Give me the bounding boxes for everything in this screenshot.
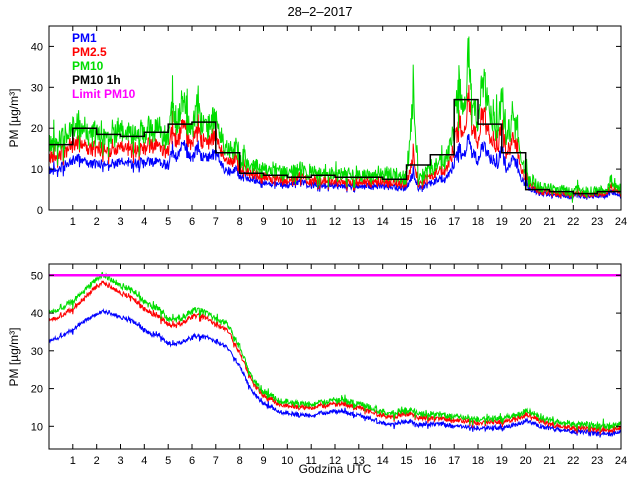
x-tick-label: 7 bbox=[213, 455, 219, 467]
x-tick-label: 7 bbox=[213, 216, 219, 228]
x-tick-label: 19 bbox=[496, 455, 508, 467]
x-tick-label: 17 bbox=[448, 216, 460, 228]
x-tick-label: 1 bbox=[70, 455, 76, 467]
x-tick-label: 24 bbox=[615, 216, 627, 228]
series-PM10 1h bbox=[49, 98, 621, 195]
x-tick-label: 4 bbox=[141, 216, 147, 228]
y-tick-label: 0 bbox=[37, 205, 43, 217]
x-tick-label: 2 bbox=[94, 455, 100, 467]
y-tick-label: 10 bbox=[31, 164, 43, 176]
x-tick-label: 22 bbox=[567, 216, 579, 228]
x-tick-label: 18 bbox=[472, 455, 484, 467]
x-tick-label: 13 bbox=[353, 455, 365, 467]
series-PM10 bbox=[48, 271, 622, 432]
y-tick-label: 40 bbox=[31, 308, 43, 320]
x-tick-label: 10 bbox=[281, 455, 293, 467]
x-tick-label: 20 bbox=[520, 216, 532, 228]
legend-item-limit: Limit PM10 bbox=[72, 87, 136, 101]
x-tick-label: 15 bbox=[400, 455, 412, 467]
x-tick-label: 5 bbox=[165, 455, 171, 467]
chart-title: 28–2–2017 bbox=[287, 4, 353, 19]
x-tick-label: 15 bbox=[400, 216, 412, 228]
x-tick-label: 8 bbox=[237, 455, 243, 467]
x-tick-label: 3 bbox=[117, 216, 123, 228]
legend-item-pm10: PM10 bbox=[72, 59, 104, 73]
x-tick-label: 18 bbox=[472, 216, 484, 228]
x-tick-label: 12 bbox=[329, 216, 341, 228]
chart-legend: PM1 PM2.5 PM10 PM10 1h Limit PM10 bbox=[72, 31, 135, 101]
x-tick-label: 10 bbox=[281, 216, 293, 228]
y-tick-label: 10 bbox=[31, 421, 43, 433]
y-tick-label: 20 bbox=[31, 123, 43, 135]
x-tick-label: 13 bbox=[353, 216, 365, 228]
x-tick-label: 6 bbox=[189, 455, 195, 467]
y-axis-label-bottom: PM [µg/m³] bbox=[7, 327, 21, 387]
x-tick-label: 11 bbox=[305, 455, 316, 467]
x-tick-label: 1 bbox=[70, 216, 76, 228]
x-tick-label: 6 bbox=[189, 216, 195, 228]
x-tick-label: 19 bbox=[496, 216, 508, 228]
x-tick-label: 24 bbox=[615, 455, 627, 467]
x-tick-label: 9 bbox=[260, 455, 266, 467]
series-PM1 bbox=[48, 308, 622, 438]
x-tick-label: 8 bbox=[237, 216, 243, 228]
x-tick-label: 4 bbox=[141, 455, 147, 467]
legend-item-pm10-1h: PM10 1h bbox=[72, 73, 121, 87]
x-tick-label: 20 bbox=[520, 455, 532, 467]
y-axis-label-top: PM [µg/m³] bbox=[7, 88, 21, 148]
x-tick-label: 22 bbox=[567, 455, 579, 467]
x-tick-label: 2 bbox=[94, 216, 100, 228]
x-tick-label: 21 bbox=[543, 455, 555, 467]
x-tick-label: 14 bbox=[377, 455, 389, 467]
y-tick-label: 30 bbox=[31, 82, 43, 94]
y-tick-label: 40 bbox=[31, 41, 43, 53]
legend-item-pm25: PM2.5 bbox=[72, 45, 107, 59]
y-tick-label: 20 bbox=[31, 384, 43, 396]
x-tick-label: 23 bbox=[591, 455, 603, 467]
x-tick-label: 17 bbox=[448, 455, 460, 467]
x-tick-label: 16 bbox=[424, 455, 436, 467]
x-tick-label: 5 bbox=[165, 216, 171, 228]
y-tick-label: 50 bbox=[31, 270, 43, 282]
x-tick-label: 16 bbox=[424, 216, 436, 228]
x-tick-label: 9 bbox=[260, 216, 266, 228]
x-tick-label: 12 bbox=[329, 455, 341, 467]
x-tick-label: 3 bbox=[117, 455, 123, 467]
legend-item-pm1: PM1 bbox=[72, 31, 97, 45]
x-tick-label: 11 bbox=[305, 216, 316, 228]
x-tick-label: 21 bbox=[543, 216, 555, 228]
x-tick-label: 23 bbox=[591, 216, 603, 228]
x-tick-label: 14 bbox=[377, 216, 389, 228]
x-axis-label: Godzina UTC bbox=[298, 462, 372, 476]
y-tick-label: 30 bbox=[31, 346, 43, 358]
